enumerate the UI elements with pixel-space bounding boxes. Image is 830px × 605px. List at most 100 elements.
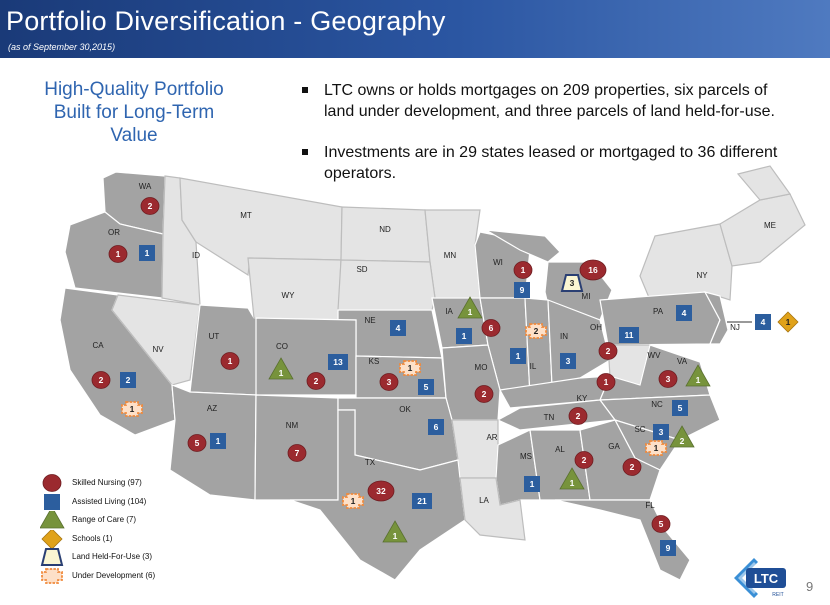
marker-wa-skilled-nursing: 2 [140, 197, 160, 215]
marker-sc-under-development: 1 [645, 440, 667, 456]
page-subtitle: (as of September 30,2015) [8, 42, 116, 52]
state-label-mo: MO [475, 363, 488, 372]
state-ne1 [719, 193, 806, 267]
marker-oh-assisted-living: 11 [619, 327, 639, 343]
marker-count: 1 [521, 265, 526, 275]
legend-label: Land Held-For-Use (3) [72, 552, 153, 562]
state-label-tx: TX [365, 458, 376, 467]
state-nj [703, 291, 729, 345]
marker-va-range-of-care: 1 [685, 364, 711, 387]
marker-mi-land-held: 3 [560, 274, 584, 292]
state-label-ny: NY [696, 271, 708, 280]
state-label-co: CO [276, 342, 288, 351]
legend-item-land-held: Land Held-For-Use (3) [40, 548, 200, 567]
marker-az-skilled-nursing: 5 [187, 434, 207, 452]
marker-count: 3 [570, 278, 575, 288]
marker-count: 13 [333, 357, 343, 367]
marker-count: 1 [216, 436, 221, 446]
state-label-az: AZ [207, 404, 217, 413]
state-ut [189, 304, 265, 396]
bullet-item: Investments are in 29 states leased or m… [298, 142, 798, 184]
state-label-ms: MS [520, 452, 532, 461]
marker-ms-assisted-living: 1 [524, 476, 540, 492]
state-ny [639, 223, 733, 301]
marker-count: 2 [576, 411, 581, 421]
marker-count: 2 [534, 326, 539, 336]
marker-ca-under-development: 1 [121, 401, 143, 417]
marker-count: 1 [462, 331, 467, 341]
marker-count: 2 [148, 201, 153, 211]
marker-pa-assisted-living: 4 [676, 305, 692, 321]
marker-count: 2 [606, 346, 611, 356]
marker-count: 16 [588, 265, 598, 275]
state-label-mi: MI [582, 292, 591, 301]
state-label-va: VA [677, 357, 688, 366]
state-label-sc: SC [634, 425, 645, 434]
marker-wi-skilled-nursing: 1 [513, 261, 533, 279]
state-label-ky: KY [577, 394, 588, 403]
state-label-wa: WA [139, 182, 152, 191]
legend-label: Under Development (6) [72, 571, 156, 580]
marker-count: 1 [145, 248, 150, 258]
page-number: 9 [806, 579, 814, 594]
state-label-pa: PA [653, 307, 664, 316]
state-mo [441, 344, 501, 421]
marker-count: 6 [434, 422, 439, 432]
marker-count: 6 [489, 323, 494, 333]
state-label-ks: KS [369, 357, 380, 366]
legend-item-assisted-living: Assisted Living (104) [40, 493, 200, 511]
marker-il-assisted-living: 1 [510, 348, 526, 364]
marker-ca-skilled-nursing: 2 [91, 371, 111, 389]
state-labels: WA OR ID MT ND MN WI MI NY ME CA NV UT WY SD NE IA IL IN OH… [92, 182, 776, 510]
marker-count: 1 [130, 404, 135, 414]
marker-count: 5 [659, 519, 664, 529]
state-tn [496, 399, 617, 431]
marker-count: 1 [351, 496, 356, 506]
marker-count: 5 [195, 438, 200, 448]
legend-label: Range of Care (7) [72, 515, 137, 525]
marker-count: 2 [582, 455, 587, 465]
legend-item-under-development: Under Development (6) [40, 567, 200, 585]
marker-count: 4 [396, 323, 401, 333]
marker-count: 3 [566, 356, 571, 366]
state-nv [111, 294, 201, 386]
marker-co-range-of-care: 1 [268, 357, 294, 380]
assisted-living-icon [44, 493, 60, 510]
state-label-sd: SD [356, 265, 367, 274]
marker-ok-assisted-living: 6 [428, 419, 444, 435]
marker-count: 4 [682, 308, 687, 318]
marker-wi-assisted-living: 9 [514, 282, 530, 298]
marker-count: 1 [408, 363, 413, 373]
skilled-nursing-icon [42, 474, 62, 492]
marker-oh-skilled-nursing: 2 [598, 342, 618, 360]
state-label-mt: MT [240, 211, 252, 220]
marker-az-assisted-living: 1 [210, 433, 226, 449]
marker-count: 3 [666, 374, 671, 384]
marker-count: 1 [516, 351, 521, 361]
legend-label: Skilled Nursing (97) [72, 478, 142, 487]
marker-count: 21 [417, 496, 427, 506]
state-label-ga: GA [608, 442, 620, 451]
marker-ut-skilled-nursing: 1 [220, 352, 240, 370]
legend-item-skilled-nursing: Skilled Nursing (97) [40, 474, 200, 492]
state-me [736, 165, 792, 201]
logo-sub: REIT [772, 592, 783, 598]
marker-tx-assisted-living: 21 [412, 493, 432, 509]
marker-count: 1 [604, 377, 609, 387]
marker-tx-range-of-care: 1 [382, 520, 408, 543]
marker-count: 1 [279, 368, 284, 378]
state-label-id: ID [192, 251, 200, 260]
marker-count: 2 [99, 375, 104, 385]
marker-sc-range-of-care: 2 [669, 425, 695, 448]
state-label-wi: WI [493, 258, 503, 267]
marker-sc-assisted-living: 3 [653, 424, 669, 440]
marker-or-skilled-nursing: 1 [108, 245, 128, 263]
bullet-list: LTC owns or holds mortgages on 209 prope… [298, 80, 798, 204]
state-label-in: IN [560, 332, 568, 341]
marker-count: 1 [393, 531, 398, 541]
marker-ne-assisted-living: 4 [390, 320, 406, 336]
marker-ia-skilled-nursing: 6 [481, 319, 501, 337]
marker-count: 5 [678, 403, 683, 413]
